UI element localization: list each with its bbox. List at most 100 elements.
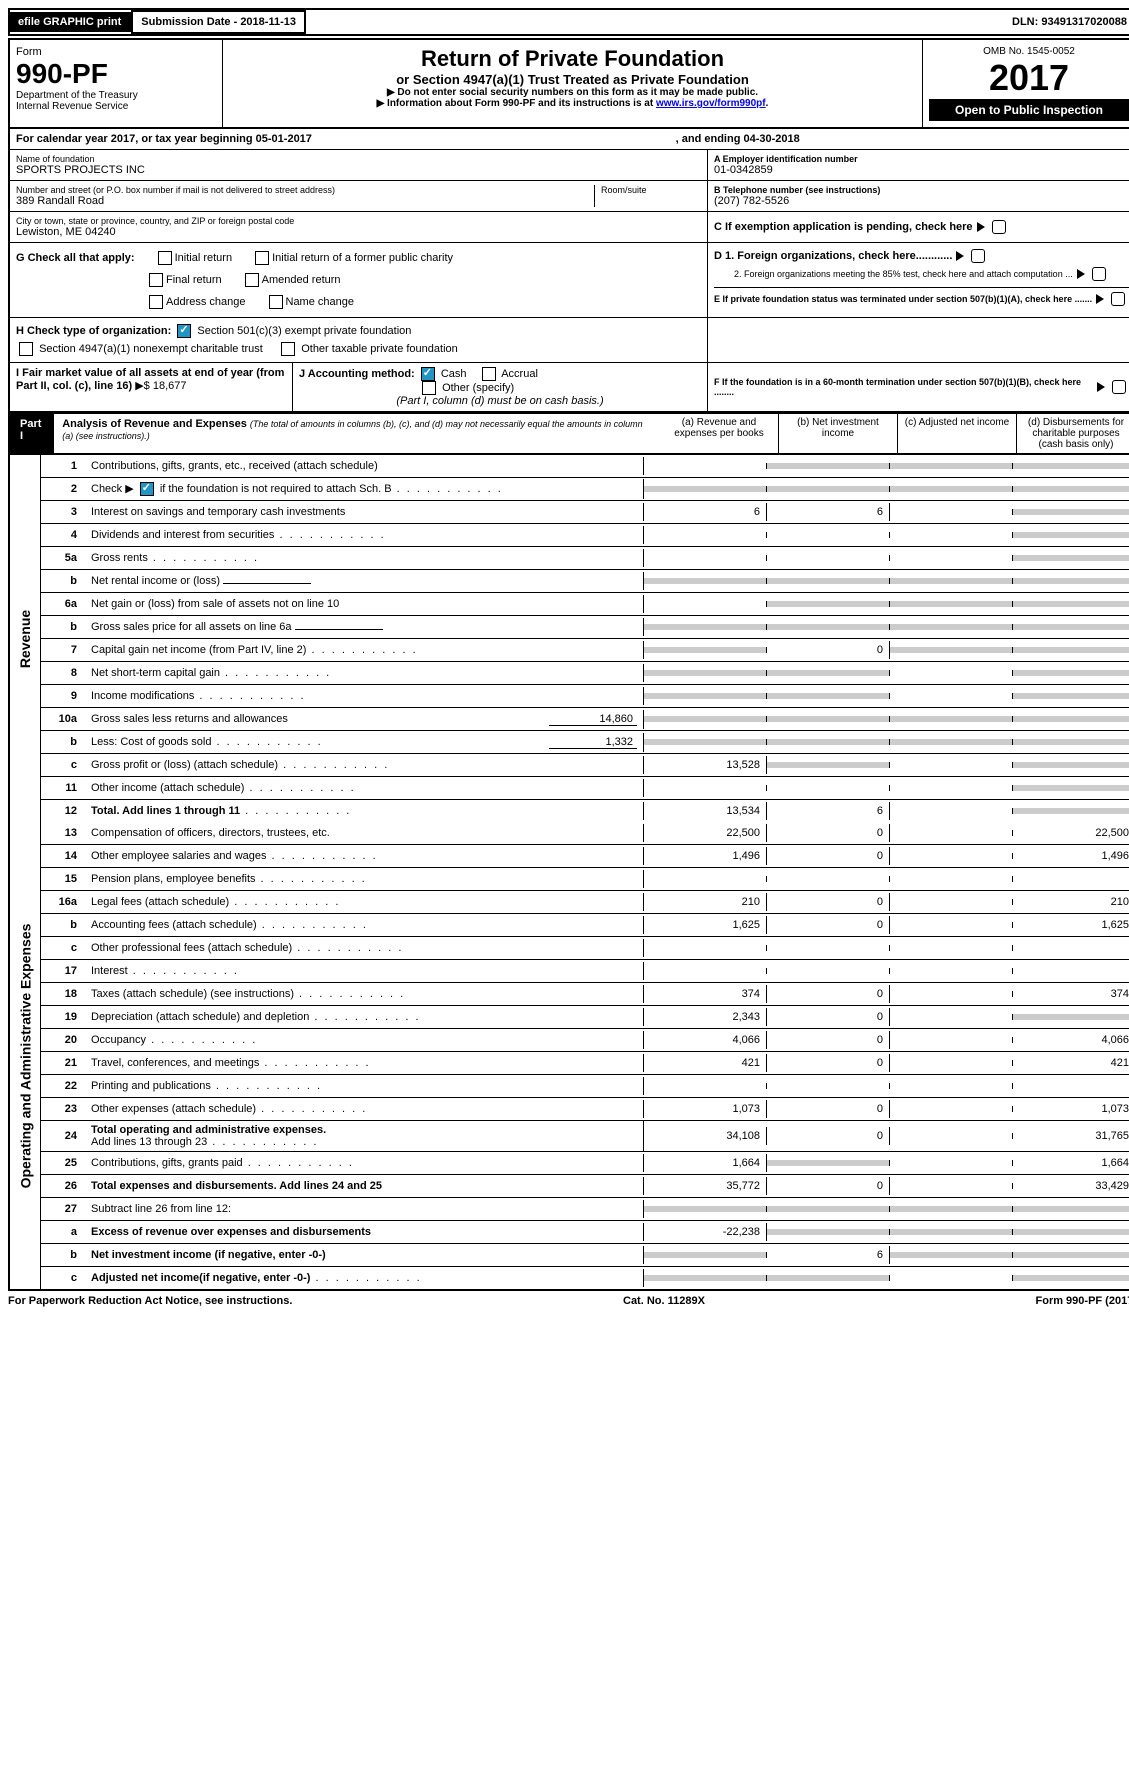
footer-center: Cat. No. 11289X (623, 1295, 705, 1307)
line-20: 20Occupancy 4,06604,066 (41, 1029, 1129, 1052)
d1-label: D 1. Foreign organizations, check here..… (714, 250, 952, 262)
dept-label: Department of the Treasury (16, 90, 216, 101)
foundation-name: SPORTS PROJECTS INC (16, 164, 701, 176)
col-a-header: (a) Revenue and expenses per books (660, 414, 779, 453)
other-taxable-checkbox[interactable] (281, 342, 295, 356)
revenue-section: Revenue 1Contributions, gifts, grants, e… (8, 455, 1129, 822)
efile-print-button[interactable]: efile GRAPHIC print (10, 12, 131, 32)
h-label: H Check type of organization: (16, 325, 171, 337)
form-header: Form 990-PF Department of the Treasury I… (8, 38, 1129, 129)
part1-header-row: Part I Analysis of Revenue and Expenses … (8, 413, 1129, 455)
address-change-label: Address change (166, 296, 246, 308)
initial-former-checkbox[interactable] (255, 251, 269, 265)
line-11: 11Other income (attach schedule) (41, 777, 1129, 800)
line-10c: cGross profit or (loss) (attach schedule… (41, 754, 1129, 777)
tax-period-row: For calendar year 2017, or tax year begi… (8, 129, 1129, 150)
col-d-header: (d) Disbursements for charitable purpose… (1017, 414, 1129, 453)
initial-return-checkbox[interactable] (158, 251, 172, 265)
amended-return-checkbox[interactable] (245, 273, 259, 287)
other-method-checkbox[interactable] (422, 381, 436, 395)
line-25: 25Contributions, gifts, grants paid 1,66… (41, 1152, 1129, 1175)
line-16a: 16aLegal fees (attach schedule) 2100210 (41, 891, 1129, 914)
instructions-link[interactable]: www.irs.gov/form990pf (656, 98, 766, 109)
line-6a: 6aNet gain or (loss) from sale of assets… (41, 593, 1129, 616)
line-24: 24Total operating and administrative exp… (41, 1121, 1129, 1152)
j-label: J Accounting method: (299, 368, 415, 380)
line-5a: 5aGross rents (41, 547, 1129, 570)
name-change-label: Name change (286, 296, 355, 308)
cash-label: Cash (441, 368, 467, 380)
city-value: Lewiston, ME 04240 (16, 226, 701, 238)
address-change-checkbox[interactable] (149, 295, 163, 309)
address-label: Number and street (or P.O. box number if… (16, 185, 594, 195)
form-number: 990-PF (16, 58, 216, 90)
line-9: 9Income modifications (41, 685, 1129, 708)
e-label: E If private foundation status was termi… (714, 294, 1092, 304)
arrow-icon (956, 251, 964, 261)
d2-label: 2. Foreign organizations meeting the 85%… (714, 269, 1073, 279)
part1-label: Part I (10, 414, 54, 453)
amended-return-label: Amended return (262, 274, 341, 286)
other-method-label: Other (specify) (442, 382, 514, 394)
f-checkbox[interactable] (1112, 380, 1126, 394)
ein-label: A Employer identification number (714, 154, 1129, 164)
section-ij-row: I Fair market value of all assets at end… (8, 363, 1129, 413)
line-12: 12Total. Add lines 1 through 11 13,5346 (41, 800, 1129, 822)
form-note2: ▶ Information about Form 990-PF and its … (229, 98, 916, 109)
irs-label: Internal Revenue Service (16, 101, 216, 112)
submission-date-label: Submission Date - 2018-11-13 (131, 10, 306, 34)
form-title: Return of Private Foundation (229, 46, 916, 72)
accrual-checkbox[interactable] (482, 367, 496, 381)
line-10a: 10aGross sales less returns and allowanc… (41, 708, 1129, 731)
line-22: 22Printing and publications (41, 1075, 1129, 1098)
line-27a: aExcess of revenue over expenses and dis… (41, 1221, 1129, 1244)
section-c-label: C If exemption application is pending, c… (714, 221, 973, 233)
cash-checkbox[interactable] (421, 367, 435, 381)
line-19: 19Depreciation (attach schedule) and dep… (41, 1006, 1129, 1029)
line-1: 1Contributions, gifts, grants, etc., rec… (41, 455, 1129, 478)
line-8: 8Net short-term capital gain (41, 662, 1129, 685)
line-13: 13Compensation of officers, directors, t… (41, 822, 1129, 845)
sch-b-checkbox[interactable] (140, 482, 154, 496)
other-taxable-label: Other taxable private foundation (301, 343, 458, 355)
line-17: 17Interest (41, 960, 1129, 983)
initial-return-label: Initial return (175, 252, 232, 264)
f-label: F If the foundation is in a 60-month ter… (714, 377, 1093, 397)
footer-right: Form 990-PF (2017) (1036, 1295, 1129, 1307)
d1-checkbox[interactable] (971, 249, 985, 263)
line-18: 18Taxes (attach schedule) (see instructi… (41, 983, 1129, 1006)
line-10b: bLess: Cost of goods sold1,332 (41, 731, 1129, 754)
identity-row-3: City or town, state or province, country… (8, 212, 1129, 243)
line-2: 2 Check ▶ if the foundation is not requi… (41, 478, 1129, 501)
line-4: 4Dividends and interest from securities (41, 524, 1129, 547)
line-5b: bNet rental income or (loss) (41, 570, 1129, 593)
identity-row-1: Name of foundation SPORTS PROJECTS INC A… (8, 150, 1129, 181)
g-label: G Check all that apply: (16, 252, 135, 264)
expenses-side-label: Operating and Administrative Expenses (10, 822, 41, 1289)
revenue-side-label: Revenue (10, 455, 41, 822)
accrual-label: Accrual (501, 368, 538, 380)
line-26: 26Total expenses and disbursements. Add … (41, 1175, 1129, 1198)
4947-label: Section 4947(a)(1) nonexempt charitable … (39, 343, 263, 355)
final-return-label: Final return (166, 274, 222, 286)
4947-checkbox[interactable] (19, 342, 33, 356)
e-checkbox[interactable] (1111, 292, 1125, 306)
d2-checkbox[interactable] (1092, 267, 1106, 281)
name-change-checkbox[interactable] (269, 295, 283, 309)
expenses-section: Operating and Administrative Expenses 13… (8, 822, 1129, 1291)
j-note: (Part I, column (d) must be on cash basi… (299, 395, 701, 407)
col-c-header: (c) Adjusted net income (898, 414, 1017, 453)
section-c-checkbox[interactable] (992, 220, 1006, 234)
city-label: City or town, state or province, country… (16, 216, 701, 226)
final-return-checkbox[interactable] (149, 273, 163, 287)
section-g-row: G Check all that apply: Initial return I… (8, 243, 1129, 318)
i-value: ▶$ 18,677 (135, 380, 186, 392)
line-6b: bGross sales price for all assets on lin… (41, 616, 1129, 639)
arrow-icon (1096, 294, 1104, 304)
dln-label: DLN: 93491317020088 (1004, 12, 1129, 32)
ein-value: 01-0342859 (714, 164, 1129, 176)
line-27: 27Subtract line 26 from line 12: (41, 1198, 1129, 1221)
page-footer: For Paperwork Reduction Act Notice, see … (8, 1291, 1129, 1311)
501c3-checkbox[interactable] (177, 324, 191, 338)
501c3-label: Section 501(c)(3) exempt private foundat… (197, 325, 411, 337)
